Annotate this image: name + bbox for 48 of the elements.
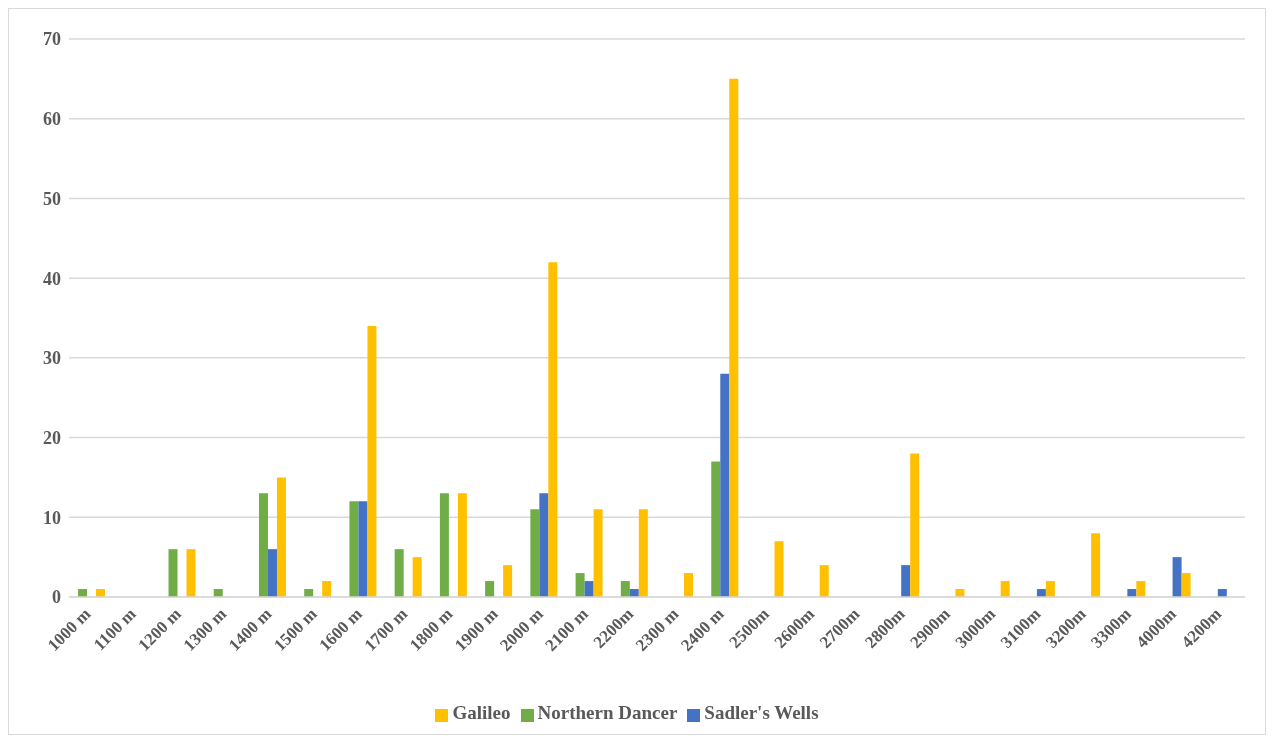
legend-label: Sadler's Wells: [704, 702, 819, 723]
legend-label: Northern Dancer: [537, 702, 678, 723]
y-tick-label: 50: [43, 188, 61, 209]
bar: [267, 549, 277, 597]
bar: [322, 581, 332, 597]
bar: [358, 501, 368, 597]
bar: [276, 477, 286, 597]
y-tick-label: 0: [52, 587, 61, 608]
bar: [394, 549, 404, 597]
bar: [349, 501, 359, 597]
bar: [1045, 581, 1055, 597]
bar: [457, 493, 467, 597]
bar: [620, 581, 630, 597]
bar: [503, 565, 513, 597]
bar: [485, 581, 495, 597]
bar: [584, 581, 594, 597]
bar: [638, 509, 648, 597]
bar: [910, 453, 920, 597]
legend-label: Galileo: [452, 702, 511, 723]
bar: [901, 565, 911, 597]
bar: [1172, 557, 1182, 597]
bar: [575, 573, 585, 597]
y-tick-label: 60: [43, 109, 61, 130]
bar: [711, 461, 721, 597]
bar: [1181, 573, 1191, 597]
y-tick-label: 30: [43, 348, 61, 369]
bar: [258, 493, 268, 597]
bar: [1091, 533, 1101, 597]
bar: [530, 509, 540, 597]
bar: [819, 565, 829, 597]
bar: [729, 78, 739, 597]
bar: [593, 509, 603, 597]
y-tick-label: 10: [43, 507, 61, 528]
bar: [186, 549, 196, 597]
bar: [774, 541, 784, 597]
bar: [412, 557, 422, 597]
y-tick-label: 40: [43, 268, 61, 289]
bar: [1000, 581, 1010, 597]
bar: [367, 325, 377, 597]
bar: [168, 549, 178, 597]
y-tick-label: 20: [43, 427, 61, 448]
bar: [1136, 581, 1146, 597]
bar: [439, 493, 449, 597]
y-tick-label: 70: [43, 29, 61, 50]
bar: [539, 493, 549, 597]
bar: [684, 573, 694, 597]
bar: [720, 373, 730, 597]
bar: [548, 262, 558, 597]
